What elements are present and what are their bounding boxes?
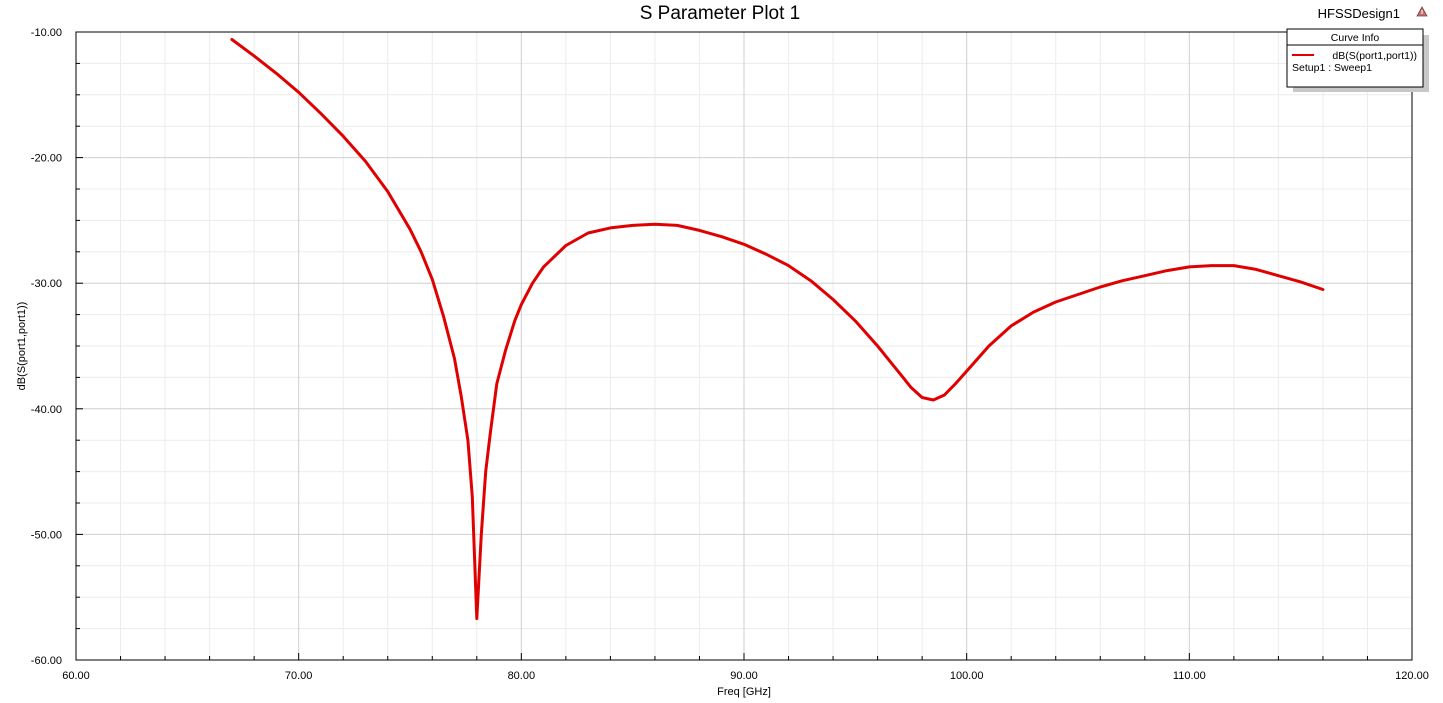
series-line-s11 (230, 38, 1325, 621)
legend[interactable]: Curve Info dB(S(port1,port1)) Setup1 : S… (1286, 28, 1429, 92)
y-tick-label: -60.00 (31, 655, 62, 667)
y-tick-label: -10.00 (31, 27, 62, 39)
series-layer (230, 38, 1325, 621)
y-tick-label: -50.00 (31, 529, 62, 541)
x-tick-label: 60.00 (62, 670, 90, 682)
x-tick-label: 110.00 (1173, 670, 1206, 682)
legend-sub: Setup1 : Sweep1 (1292, 62, 1372, 74)
x-tick-label: 100.00 (950, 670, 984, 682)
legend-box (1286, 28, 1424, 88)
design-icon[interactable] (1416, 6, 1428, 17)
y-axis-label: dB(S(port1,port1)) (16, 302, 28, 391)
y-tick-label: -40.00 (31, 404, 62, 416)
legend-entry: dB(S(port1,port1)) (1332, 50, 1417, 62)
y-tick-label: -20.00 (31, 153, 62, 165)
x-tick-label: 90.00 (730, 670, 758, 682)
x-tick-label: 70.00 (285, 670, 313, 682)
design-name: HFSSDesign1 (1318, 6, 1400, 21)
y-tick-label: -30.00 (31, 278, 62, 290)
tick-labels: 60.00 70.00 80.00 90.00 100.00 110.00 120.00 -1… (31, 27, 1429, 682)
legend-title: Curve Info (1331, 32, 1380, 44)
tick-marks (75, 31, 1413, 661)
x-tick-label: 80.00 (508, 670, 536, 682)
x-axis-label: Freq [GHz] (717, 686, 771, 698)
x-tick-label: 120.00 (1395, 670, 1429, 682)
chart-title: S Parameter Plot 1 (640, 3, 801, 24)
